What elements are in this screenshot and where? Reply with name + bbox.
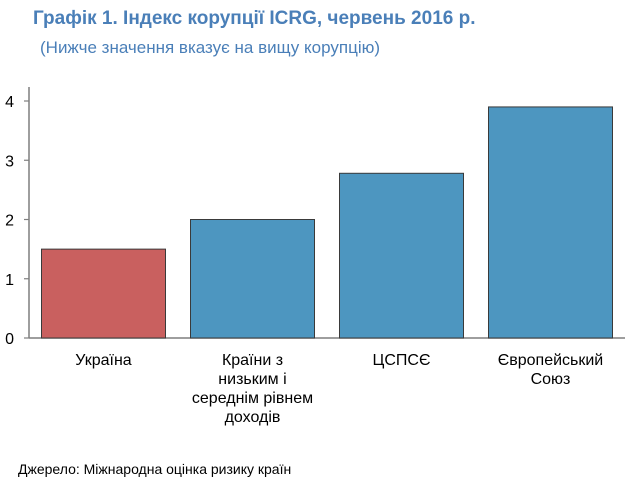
bar — [41, 248, 166, 339]
chart-subtitle: (Нижче значення вказує на вищу корупцію) — [40, 38, 381, 57]
y-tick-label: 0 — [5, 331, 14, 348]
x-category-label: Україна — [24, 351, 184, 370]
x-category-label-line: Країни з — [221, 352, 284, 369]
x-category-label-line: Україна — [75, 352, 132, 369]
y-tick-label: 4 — [5, 94, 14, 111]
x-category-label: ЦСПСЄ — [322, 351, 482, 370]
y-tick-label: 1 — [5, 272, 14, 289]
bar — [488, 106, 613, 339]
chart-title: Графік 1. Індекс корупції ICRG, червень … — [33, 8, 476, 29]
bar — [339, 172, 464, 339]
x-category-label: Європейський Союз — [471, 351, 630, 389]
x-category-label-line: доходів — [224, 409, 281, 426]
x-category-label-line: Європейський — [497, 352, 604, 369]
y-tick-label: 3 — [5, 153, 14, 170]
source-note: Джерело: Міжнародна оцінка ризику країн — [18, 461, 292, 477]
x-category-label-line: ЦСПСЄ — [372, 352, 431, 369]
x-category-label-line: Союз — [530, 371, 571, 388]
y-tick-label: 2 — [5, 213, 14, 230]
x-category-label-line: середнім рівнем — [191, 390, 314, 407]
x-category-label-line: низьким і — [218, 371, 287, 388]
bar — [190, 219, 315, 339]
x-category-label: Країни з низьким і середнім рівнем доходів — [173, 351, 333, 427]
